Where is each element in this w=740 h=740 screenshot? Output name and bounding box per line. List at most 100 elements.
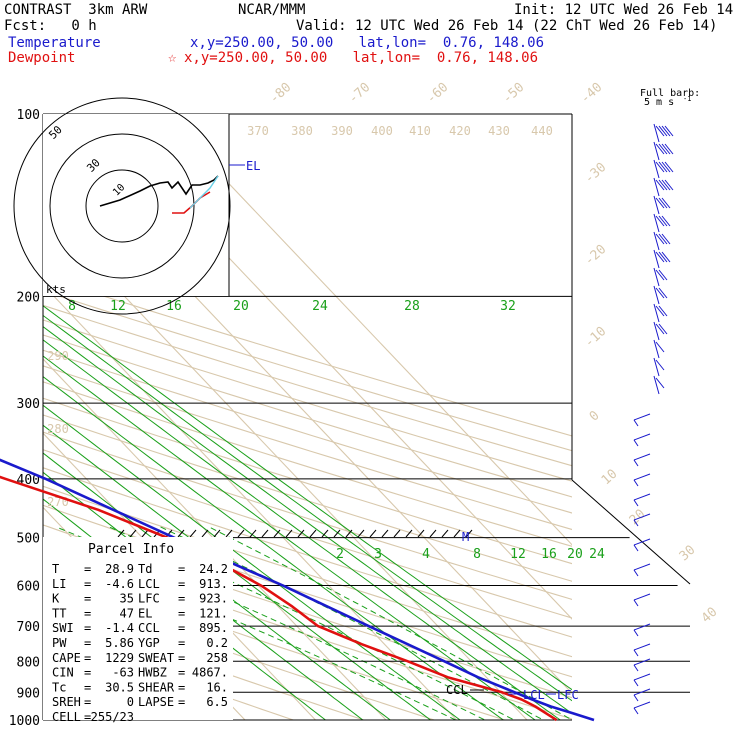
wind-barb-shaft: [653, 141, 660, 161]
parcel-key: LAPSE: [138, 695, 174, 709]
parcel-info-table: T = 28.9 Td = 24.2 LI = -4.6 LCL = 913. K = 35 LFC = 923.…: [52, 562, 228, 724]
wind-barb-flag: [655, 125, 665, 137]
parcel-value: 1229: [105, 651, 134, 665]
isotherm: [162, 114, 572, 546]
pressure-label: 200: [17, 290, 40, 305]
pressure-label: 300: [17, 397, 40, 412]
dry-adiabat: [43, 485, 572, 658]
parcel-value: 121.: [199, 606, 228, 620]
wind-barb-shaft: [653, 123, 660, 143]
parcel-key: CCL: [138, 621, 160, 635]
wind-barb-flag: [664, 179, 674, 191]
parcel-key: SREH: [52, 695, 81, 709]
isotherm-label: 0: [587, 408, 603, 424]
parcel-value: 5.86: [105, 636, 134, 650]
parcel-value: -4.6: [105, 577, 134, 591]
mixing-ratio-line: [43, 404, 461, 720]
parcel-value: 895.: [199, 621, 228, 635]
dry-adiabat: [43, 334, 572, 498]
wind-barb-flag: [655, 269, 665, 281]
pressure-label: 700: [17, 620, 40, 635]
parcel-value: -1.4: [105, 621, 134, 635]
parcel-eq: =: [84, 621, 91, 635]
hatch-mark: [369, 529, 377, 538]
parcel-eq: =: [178, 636, 185, 650]
mixing-ratio-label: 3: [374, 547, 382, 562]
isotherm-label: -80: [267, 80, 294, 107]
isotherm-label: 10: [599, 467, 621, 489]
moist-adiabat: [159, 526, 545, 720]
wind-barb-flag: [658, 215, 668, 227]
moist-adiabat: [208, 526, 572, 720]
m-label: M: [462, 530, 469, 544]
parcel-eq: =: [84, 651, 91, 665]
wind-barb-flag: [633, 499, 639, 507]
pressure-label: 800: [17, 655, 40, 670]
wind-barb-flag: [658, 323, 668, 335]
parcel-key: CAPE: [52, 651, 81, 665]
wind-barb-flag: [633, 419, 639, 427]
wind-barb-shaft: [653, 285, 660, 305]
parcel-key: T: [52, 562, 59, 576]
wind-barb-shaft: [633, 658, 651, 666]
wind-barb-flag: [655, 233, 665, 245]
wind-barb-flag: [658, 179, 668, 191]
lcl-label: LCL: [523, 688, 545, 702]
pressure-label: 100: [17, 108, 40, 123]
hatch-mark: [177, 529, 185, 538]
mixing-ratio-label: 16: [541, 547, 557, 562]
level-markers: EL M CCL LCL LFC: [229, 159, 579, 702]
isotherm-label: 30: [677, 543, 699, 565]
wind-barb-shaft: [633, 493, 651, 501]
wind-barb-flag: [658, 251, 668, 263]
wind-barb-flag: [661, 215, 671, 227]
wind-barb-shaft: [653, 213, 660, 233]
wind-barb-flag: [661, 251, 671, 263]
wind-barb-shaft: [633, 538, 651, 546]
wind-barb-shaft: [653, 231, 660, 251]
hodograph-ring: [49, 133, 195, 279]
parcel-info-box: [43, 537, 233, 720]
hatch-mark: [405, 529, 413, 538]
wind-barb-flag: [655, 197, 665, 209]
lfc-label: LFC: [557, 688, 579, 702]
parcel-value: 47: [120, 606, 134, 620]
theta-label: 290: [47, 349, 69, 363]
pressure-label: 900: [17, 686, 40, 701]
parcel-value: 28.9: [105, 562, 134, 576]
theta-label: 400: [371, 124, 393, 138]
wind-barb-flag: [661, 125, 671, 137]
dewpoint-location: x,y=250.00, 50.00 lat,lon= 0.76, 148.06: [184, 50, 539, 66]
parcel-key: CIN: [52, 666, 74, 680]
wind-barb-shaft: [633, 673, 651, 681]
parcel-key: LCL: [138, 577, 160, 591]
parcel-eq: =: [84, 577, 91, 591]
parcel-value: 35: [120, 592, 134, 606]
wind-barb-flag: [633, 664, 639, 672]
parcel-eq: =: [84, 695, 91, 709]
el-label: EL: [246, 159, 260, 173]
wind-barb-flag: [664, 161, 674, 173]
mixing-ratio-line: [43, 424, 432, 720]
hatch-mark: [357, 529, 365, 538]
hodograph-trace: [99, 175, 219, 207]
wind-barb-flag: [633, 599, 639, 607]
wind-barb-shaft: [633, 643, 651, 651]
parcel-eq: =: [84, 606, 91, 620]
theta-label: 390: [331, 124, 353, 138]
mixing-ratio-label: 12: [510, 547, 526, 562]
hatch-mark: [261, 529, 269, 538]
wind-barb-flag: [633, 439, 639, 447]
wind-barb-shaft: [653, 159, 660, 179]
parcel-value: 4867.: [192, 666, 228, 680]
wind-barb-flag: [661, 179, 671, 191]
parcel-key: HWBZ: [138, 666, 167, 680]
parcel-key: EL: [138, 606, 152, 620]
parcel-key: PW: [52, 636, 67, 650]
parcel-eq: =: [178, 592, 185, 606]
parcel-value: -63: [112, 666, 134, 680]
wind-barb-flag: [661, 161, 671, 173]
parcel-info-title: Parcel Info: [88, 542, 174, 557]
